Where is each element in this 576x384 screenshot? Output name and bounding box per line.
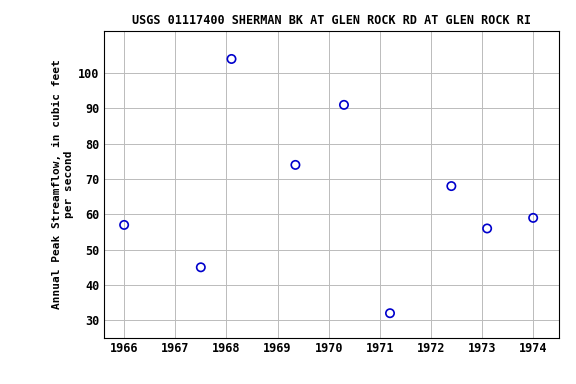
Point [291,162,300,168]
Point [120,222,129,228]
Y-axis label: Annual Peak Streamflow, in cubic feet
per second: Annual Peak Streamflow, in cubic feet pe… [52,60,74,309]
Point [196,264,206,270]
Point [227,56,236,62]
Point [529,215,538,221]
Point [447,183,456,189]
Point [483,225,492,232]
Point [385,310,395,316]
Title: USGS 01117400 SHERMAN BK AT GLEN ROCK RD AT GLEN ROCK RI: USGS 01117400 SHERMAN BK AT GLEN ROCK RD… [132,14,530,27]
Point [339,102,348,108]
